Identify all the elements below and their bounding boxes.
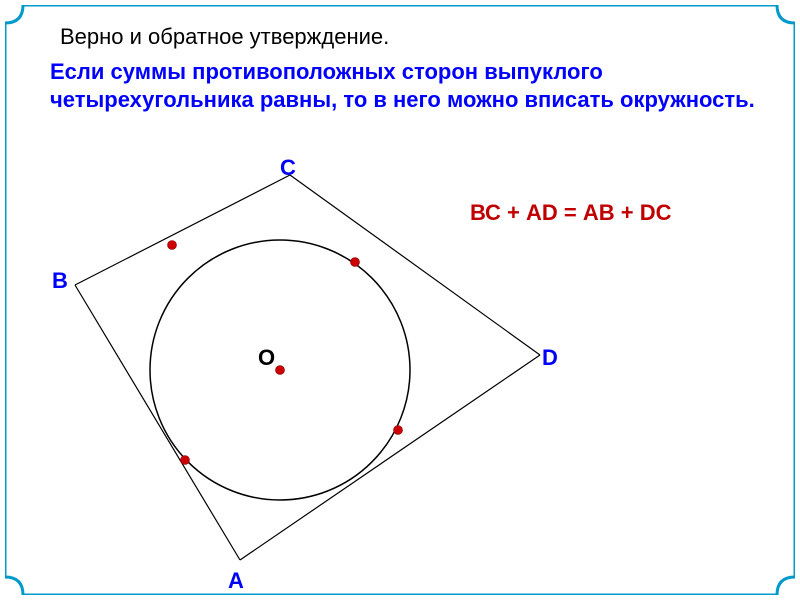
slide-content: Верно и обратное утверждение. Если суммы…	[0, 0, 800, 600]
label-D: D	[542, 345, 558, 371]
title-text: Верно и обратное утверждение.	[60, 24, 760, 50]
label-C: С	[280, 155, 296, 181]
equation-text: ВС + АD = АВ + DС	[470, 200, 671, 226]
label-O: О	[258, 345, 275, 371]
label-B: В	[52, 268, 68, 294]
theorem-text: Если суммы противоположных сторон выпукл…	[50, 58, 760, 113]
label-A: А	[228, 568, 244, 594]
